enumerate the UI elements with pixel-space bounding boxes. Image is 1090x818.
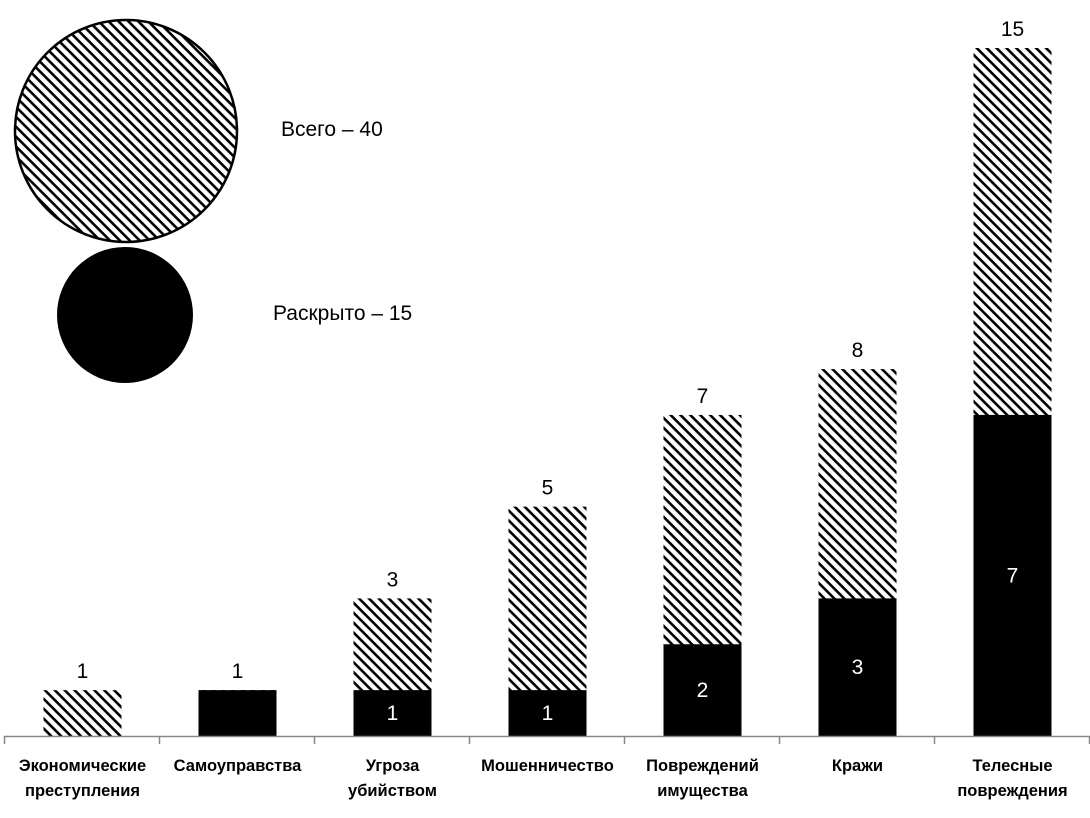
category-label: повреждения bbox=[957, 782, 1067, 800]
category-label: Мошенничество bbox=[481, 757, 614, 775]
data-label-solved: 3 bbox=[852, 656, 864, 679]
bar-solved bbox=[353, 690, 432, 736]
category-label: Телесные bbox=[972, 757, 1052, 775]
legend: Всего – 40 Раскрыто – 15 bbox=[13, 18, 412, 383]
category-label: Кражи bbox=[832, 757, 883, 775]
category-label: Самоуправства bbox=[174, 757, 302, 775]
legend-swatch-solved bbox=[57, 247, 193, 383]
bar-solved bbox=[663, 644, 742, 736]
data-label-solved: 7 bbox=[1007, 564, 1019, 587]
category-label: Угроза bbox=[366, 757, 420, 775]
data-label-total: 8 bbox=[852, 339, 864, 362]
bar-total bbox=[43, 690, 122, 736]
legend-swatch-total bbox=[13, 18, 239, 244]
legend-label-total: Всего – 40 bbox=[281, 118, 383, 141]
bar-solved bbox=[973, 414, 1052, 736]
category-label: Повреждений bbox=[646, 757, 759, 775]
data-label-total: 1 bbox=[232, 660, 244, 683]
data-label-total: 15 bbox=[1001, 18, 1024, 41]
legend-label-solved: Раскрыто – 15 bbox=[273, 302, 412, 325]
x-axis: Экономические преступления Самоуправства Уг… bbox=[3, 735, 1090, 800]
category-label: преступления bbox=[25, 782, 140, 800]
bar-solved bbox=[198, 690, 277, 736]
data-label-solved: 1 bbox=[387, 702, 399, 725]
category-label: имущества bbox=[657, 782, 748, 800]
bar-solved bbox=[818, 598, 897, 736]
data-label-total: 5 bbox=[542, 477, 554, 500]
data-label-total: 1 bbox=[77, 660, 89, 683]
category-label: убийством bbox=[348, 782, 437, 800]
category-label: Экономические bbox=[19, 757, 146, 775]
data-label-solved: 1 bbox=[542, 702, 554, 725]
data-label-total: 7 bbox=[697, 385, 709, 408]
bar-solved bbox=[508, 690, 587, 736]
data-label-solved: 2 bbox=[697, 679, 709, 702]
data-label-total: 3 bbox=[387, 568, 399, 591]
